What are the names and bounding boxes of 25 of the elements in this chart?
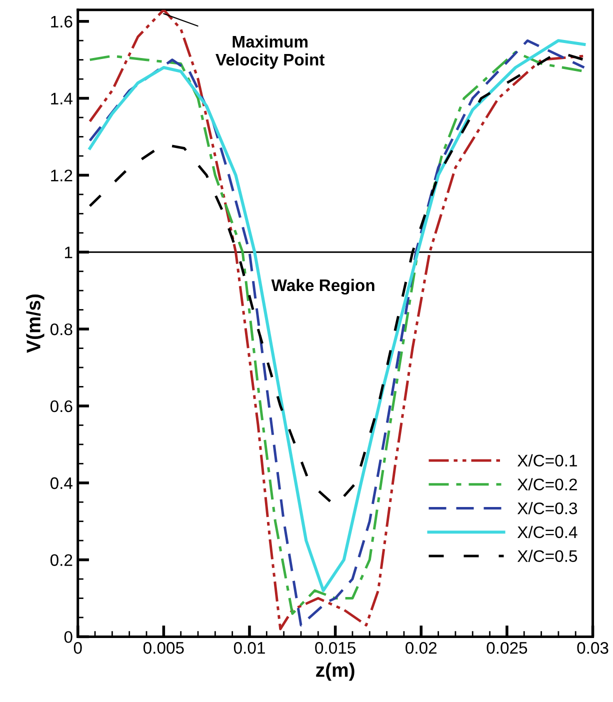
legend-label: X/C=0.3 [517,502,578,514]
y-axis-title: V(m/s) [26,294,44,353]
x-tick-label: 0.03 [577,642,608,654]
x-tick-label: 0 [74,642,82,654]
y-tick-label: 0.2 [50,554,72,566]
x-tick-label: 0.005 [143,642,184,654]
y-tick-label: 1.2 [51,170,72,182]
y-tick-label: 0.6 [50,400,72,412]
x-axis-title: z(m) [316,662,354,681]
x-tick-label: 0.02 [406,642,437,654]
legend-label: X/C=0.4 [517,526,578,538]
annotation: Maximum Velocity Point [216,35,325,69]
annotation: Wake Region [271,278,374,295]
y-tick-label: 0.4 [50,477,73,490]
y-tick-label: 1 [64,246,72,258]
x-tick-label: 0.015 [315,642,356,654]
y-tick-label: 1.6 [51,16,72,28]
y-tick-label: 0 [64,631,72,643]
y-tick-label: 0.8 [50,323,72,336]
y-tick-label: 1.4 [51,92,73,104]
legend-label: X/C=0.1 [517,454,577,467]
legend-label: X/C=0.2 [517,478,577,490]
x-tick-label: 0.01 [234,642,265,654]
legend-label: X/C=0.5 [517,550,578,562]
x-tick-label: 0.025 [486,642,528,654]
